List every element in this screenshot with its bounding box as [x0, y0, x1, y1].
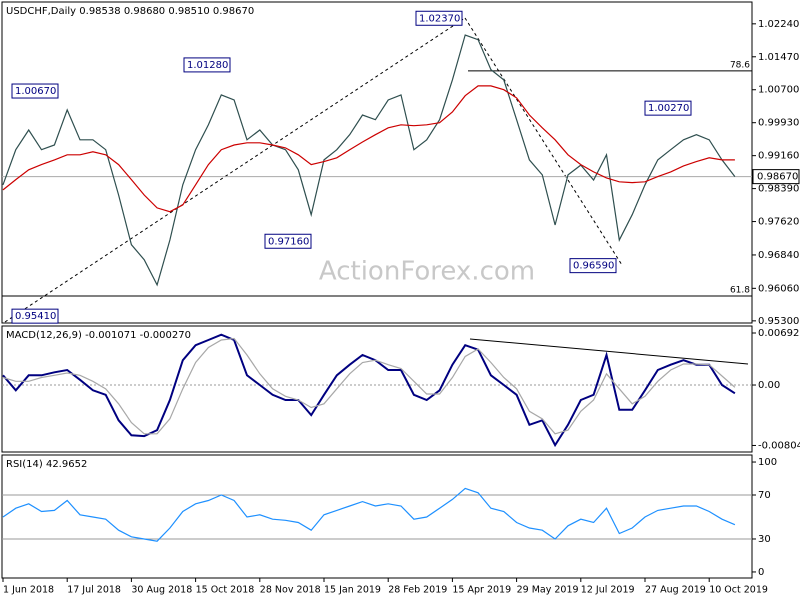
y-tick-label: 0.006927 [758, 328, 800, 339]
y-tick-label: 1.00700 [758, 85, 799, 96]
fib-label: 78.6 [730, 60, 750, 70]
annotation-box [415, 10, 463, 26]
panel-title: RSI(14) 42.9652 [6, 459, 87, 470]
x-tick-label: 27 Aug 2019 [645, 585, 706, 596]
series-line [2, 333, 736, 448]
annotation-box [11, 308, 59, 324]
x-tick-label: 17 Jul 2018 [67, 585, 121, 596]
series-line [2, 487, 736, 542]
x-tick-label: 29 May 2019 [517, 585, 579, 596]
annotation-label: 1.00670 [15, 86, 56, 97]
y-tick-label: 0.98390 [758, 184, 799, 195]
series-line [2, 34, 736, 287]
panel-title: USDCHF,Daily 0.98538 0.98680 0.98510 0.9… [6, 6, 254, 17]
y-tick-label: 30 [758, 534, 771, 545]
y-tick-label: 1.01470 [758, 52, 799, 63]
y-tick-label: 100 [758, 457, 777, 468]
trendline [464, 17, 623, 266]
series-line [2, 85, 735, 213]
rsi-panel [1, 454, 753, 579]
price-panel [1, 1, 753, 324]
last-price-box [752, 169, 800, 185]
macd-trendline [469, 338, 749, 365]
x-tick-label: 15 Apr 2019 [452, 585, 511, 596]
y-tick-label: 1.02240 [758, 19, 799, 30]
annotation-label: 1.00270 [648, 103, 689, 114]
x-tick-label: 12 Jul 2019 [581, 585, 635, 596]
annotation-label: 1.02370 [419, 13, 460, 24]
annotation-label: 1.01280 [187, 60, 228, 71]
y-tick-label: 70 [758, 490, 771, 501]
x-tick-label: 28 Nov 2018 [260, 585, 321, 596]
annotation-label: 0.97160 [268, 236, 309, 247]
x-tick-label: 28 Feb 2019 [388, 585, 447, 596]
y-tick-label: -0.008049 [758, 440, 800, 451]
annotation-box [644, 100, 692, 116]
annotation-box [183, 57, 231, 73]
y-tick-label: 0.97620 [758, 217, 799, 228]
annotation-box [11, 83, 59, 99]
fib-label: 61.8 [730, 286, 750, 296]
panel-title: MACD(12,26,9) -0.001071 -0.000270 [6, 330, 191, 341]
x-tick-label: 15 Oct 2018 [196, 585, 255, 596]
annotation-label: 0.96590 [573, 261, 614, 272]
x-tick-label: 15 Jan 2019 [324, 585, 381, 596]
y-tick-label: 0 [758, 567, 764, 578]
series-line [2, 337, 736, 435]
x-tick-label: 10 Oct 2019 [709, 585, 768, 596]
last-price-label: 0.98670 [757, 172, 798, 183]
annotation-label: 0.95410 [15, 311, 56, 322]
x-tick-label: 1 Jun 2018 [3, 585, 54, 596]
x-tick-label: 30 Aug 2018 [131, 585, 192, 596]
y-tick-label: 0.95300 [758, 316, 799, 327]
annotation-box [264, 233, 312, 249]
y-tick-label: 0.00 [758, 380, 780, 391]
y-tick-label: 0.96060 [758, 283, 799, 294]
y-tick-label: 0.96840 [758, 250, 799, 261]
y-tick-label: 0.99930 [758, 118, 799, 129]
annotation-box [569, 258, 617, 274]
macd-panel [1, 325, 753, 453]
watermark: ActionForex.com [319, 257, 535, 287]
trendline [4, 17, 466, 323]
y-tick-label: 0.99160 [758, 151, 799, 162]
